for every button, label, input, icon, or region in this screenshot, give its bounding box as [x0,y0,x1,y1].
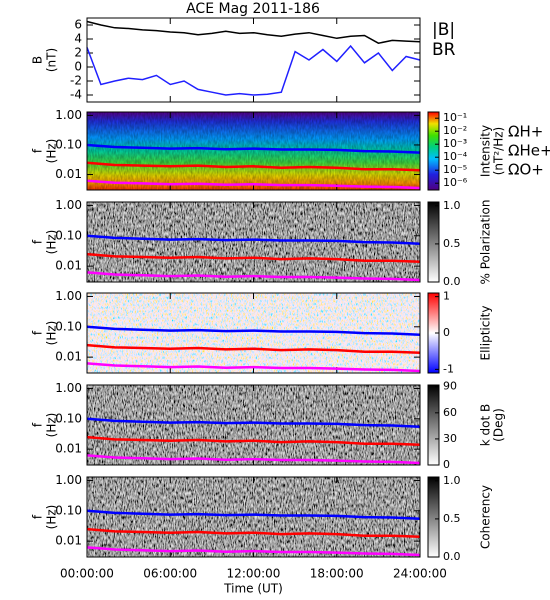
y-tick-label: 0.01 [55,442,82,456]
y-tick-label: 1.00 [55,198,82,212]
gyrofrequency-line [86,234,421,245]
legend-label: |B| [432,20,455,40]
colorbar-tick-label: 0.0 [443,275,461,288]
gyrofrequency-line [86,417,421,428]
colorbar-label: Coherency [479,485,493,549]
legend-label: ΩH+ [508,123,543,141]
colorbar-tick-label: 1 [443,290,450,303]
y-tick-label: 0.01 [55,259,82,273]
gyrofrequency-line [86,325,421,336]
y-tick-label: 1.00 [55,381,82,395]
legend-label: BR [432,40,456,60]
plot-frame [86,384,421,466]
y-tick-label: 0.10 [55,319,82,333]
y-tick-label: 0.01 [55,167,82,181]
colorbar [427,111,440,191]
y-tick-label: -4 [70,88,82,102]
colorbar-tick-label: 0 [443,458,450,471]
y-axis-label: (nT) [45,48,59,72]
y-axis-label: (Hz) [45,413,59,438]
y-tick-label: -2 [70,74,82,88]
colorbar-tick-label: 1.0 [443,199,461,212]
y-tick-label: 6 [74,18,82,32]
y-tick-label: 0.10 [55,503,82,517]
gyrofrequency-line [86,143,421,154]
x-tick-label: 12:00:00 [227,567,281,581]
colorbar [427,201,440,283]
line-series [86,20,421,44]
y-tick-label: 0.10 [55,137,82,151]
colorbar-label: (Deg) [492,408,506,442]
gyrofrequency-line [86,179,421,190]
gyrofrequency-line [86,271,421,282]
y-axis-label: (Hz) [45,230,59,255]
colorbar [427,384,440,466]
gyrofrequency-line [86,435,421,446]
y-tick-label: 2 [74,46,82,60]
y-tick-label: 0.01 [55,534,82,548]
colorbar-tick-label: 10⁻² [443,124,467,137]
gyrofrequency-line [86,343,421,354]
colorbar-tick-label: 30 [443,432,457,445]
y-axis-label: (Hz) [45,321,59,346]
colorbar-tick-label: 10⁻¹ [443,111,467,124]
y-tick-label: 4 [74,32,82,46]
y-axis-label: f [31,514,45,519]
y-tick-label: 1.00 [55,473,82,487]
colorbar-tick-label: 10⁻⁶ [443,176,468,189]
colorbar-tick-label: 10⁻⁴ [443,150,468,163]
colorbar-tick-label: 10⁻³ [443,137,467,150]
plot-frame [86,17,421,103]
colorbar [427,476,440,558]
x-tick-label: 18:00:00 [310,567,364,581]
gyrofrequency-line [86,454,421,465]
colorbar-tick-label: 0.5 [443,237,461,250]
colorbar-label: k dot B [479,404,493,446]
y-axis-label: f [31,422,45,427]
chart-title: ACE Mag 2011-186 [186,1,320,17]
gyrofrequency-line [86,546,421,557]
gyrofrequency-line [86,362,421,373]
gyrofrequency-line [86,252,421,263]
plot-frame [86,476,421,558]
colorbar-tick-label: 90 [443,380,457,393]
y-axis-label: f [31,330,45,335]
gyrofrequency-line [86,509,421,520]
gyrofrequency-line [86,161,421,172]
y-axis-label: f [31,239,45,244]
x-tick-label: 06:00:00 [143,567,197,581]
x-axis-label: Time (UT) [223,582,283,596]
colorbar-tick-label: 1.0 [443,474,461,487]
plot-frame [86,201,421,283]
line-series [86,44,421,96]
colorbar-tick-label: 10⁻⁵ [443,163,467,176]
x-tick-label: 00:00:00 [60,567,114,581]
y-tick-label: 0.01 [55,350,82,364]
colorbar-tick-label: -1 [443,362,454,375]
colorbar-tick-label: 60 [443,406,457,419]
y-tick-label: 1.00 [55,108,82,122]
x-tick-label: 24:00:00 [393,567,447,581]
colorbar-tick-label: 0.5 [443,512,461,525]
y-tick-label: 0.10 [55,228,82,242]
colorbar-label: Ellipticity [479,306,493,361]
y-axis-label: (Hz) [45,505,59,530]
y-tick-label: 0.10 [55,411,82,425]
plot-frame [86,111,421,191]
legend-label: ΩO+ [508,161,544,179]
colorbar-label: % Polarization [479,200,493,285]
y-axis-label: f [31,148,45,153]
y-axis-label: (Hz) [45,139,59,164]
y-tick-label: 1.00 [55,289,82,303]
colorbar-tick-label: 0.0 [443,550,461,563]
legend-label: ΩHe+ [508,142,550,160]
y-axis-label: B [31,56,45,64]
colorbar-label: (nT²/Hz) [492,127,506,175]
gyrofrequency-line [86,527,421,538]
y-tick-label: 0 [74,60,82,74]
plot-frame [86,292,421,374]
colorbar-tick-label: 0 [443,326,450,339]
colorbar-label: Intensity [479,125,493,177]
